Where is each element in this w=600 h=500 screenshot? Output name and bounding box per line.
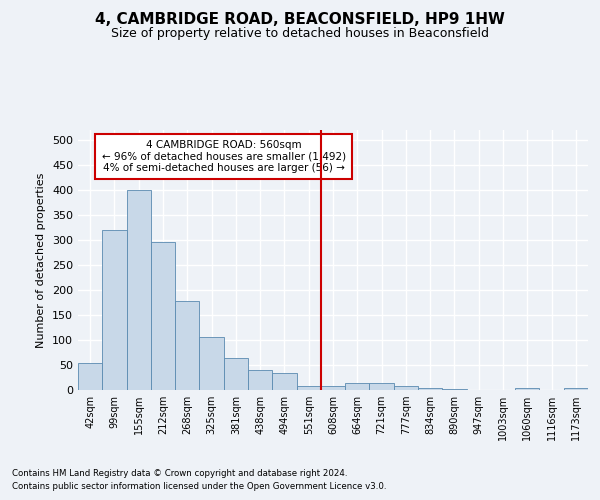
Bar	[272, 372, 296, 390]
Bar	[564, 388, 588, 390]
Bar	[296, 386, 321, 390]
Bar	[127, 190, 151, 390]
Bar	[345, 382, 370, 390]
Text: Contains HM Land Registry data © Crown copyright and database right 2024.: Contains HM Land Registry data © Crown c…	[12, 468, 347, 477]
Y-axis label: Number of detached properties: Number of detached properties	[37, 172, 46, 348]
Bar	[442, 388, 467, 390]
Text: Size of property relative to detached houses in Beaconsfield: Size of property relative to detached ho…	[111, 28, 489, 40]
Bar	[370, 382, 394, 390]
Bar	[224, 358, 248, 390]
Bar	[78, 362, 102, 390]
Text: 4 CAMBRIDGE ROAD: 560sqm
← 96% of detached houses are smaller (1,492)
4% of semi: 4 CAMBRIDGE ROAD: 560sqm ← 96% of detach…	[101, 140, 346, 173]
Text: Contains public sector information licensed under the Open Government Licence v3: Contains public sector information licen…	[12, 482, 386, 491]
Bar	[321, 386, 345, 390]
Bar	[199, 336, 224, 390]
Bar	[394, 386, 418, 390]
Bar	[151, 242, 175, 390]
Bar	[248, 370, 272, 390]
Bar	[418, 388, 442, 390]
Bar	[175, 301, 199, 390]
Bar	[102, 230, 127, 390]
Bar	[515, 388, 539, 390]
Text: 4, CAMBRIDGE ROAD, BEACONSFIELD, HP9 1HW: 4, CAMBRIDGE ROAD, BEACONSFIELD, HP9 1HW	[95, 12, 505, 28]
